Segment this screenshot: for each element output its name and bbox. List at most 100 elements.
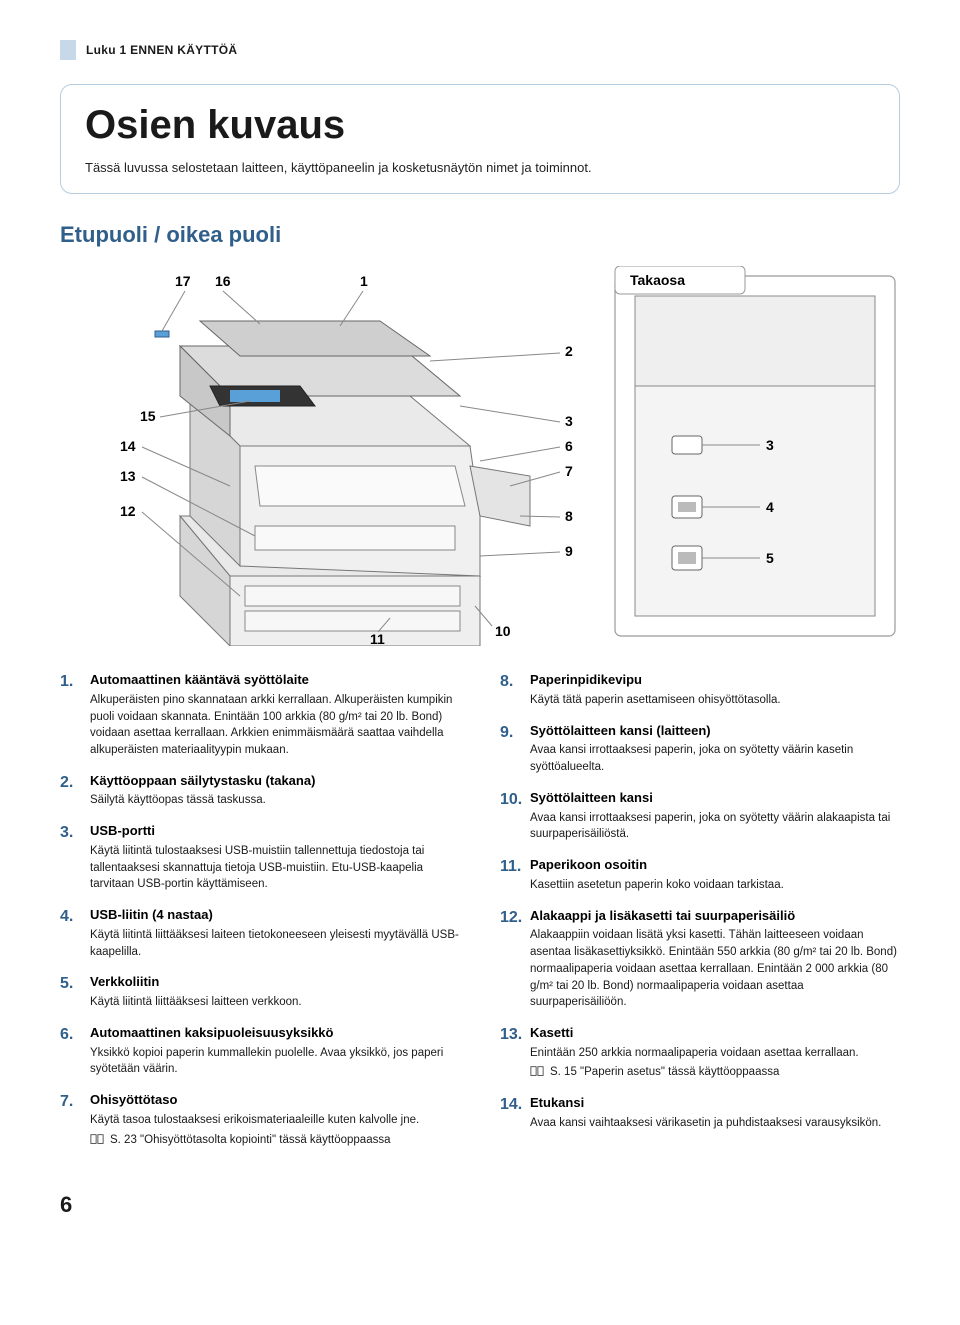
- item-body: Syöttölaitteen kansi (laitteen) Avaa kans…: [530, 723, 900, 776]
- item-title: Ohisyöttötaso: [90, 1092, 460, 1109]
- right-col: 8.PaperinpidikevipuKäytä tätä paperin as…: [500, 672, 900, 1162]
- list-item: 9.Syöttölaitteen kansi (laitteen) Avaa ka…: [500, 723, 900, 776]
- page-number: 6: [60, 1192, 900, 1218]
- cn-1: 1: [360, 273, 368, 289]
- cn-16: 16: [215, 273, 231, 289]
- cn-8: 8: [565, 508, 573, 524]
- list-item: 1.Automaattinen kääntävä syöttölaite Alku…: [60, 672, 460, 759]
- item-desc: Avaa kansi vaihtaaksesi värikasetin ja p…: [530, 1115, 900, 1132]
- item-desc: Käytä tasoa tulostaaksesi erikoismateria…: [90, 1112, 460, 1129]
- item-number: 14.: [500, 1095, 530, 1132]
- page-intro: Tässä luvussa selostetaan laitteen, käyt…: [85, 160, 875, 175]
- item-title: Syöttölaitteen kansi: [530, 790, 900, 807]
- item-title: Verkkoliitin: [90, 974, 460, 991]
- item-title: Käyttöoppaan säilytystasku (takana): [90, 773, 460, 790]
- rear-cn-3: 3: [766, 437, 774, 453]
- rear-cn-5: 5: [766, 550, 774, 566]
- section-heading: Etupuoli / oikea puoli: [60, 222, 900, 248]
- item-desc: Avaa kansi irrottaaksesi paperin, joka o…: [530, 742, 900, 775]
- diagram-svg: 3 4 5 Takaosa: [60, 266, 900, 646]
- item-number: 5.: [60, 974, 90, 1011]
- item-body: PaperinpidikevipuKäytä tätä paperin aset…: [530, 672, 900, 709]
- item-body: USB-portti Käytä liitintä tulostaaksesi U…: [90, 823, 460, 893]
- list-item: 13.KasettiEnintään 250 arkkia normaalipa…: [500, 1025, 900, 1081]
- cn-14: 14: [120, 438, 136, 454]
- list-item: 5.Verkkoliitin Käytä liitintä liittääkses…: [60, 974, 460, 1011]
- item-number: 6.: [60, 1025, 90, 1078]
- cn-10: 10: [495, 623, 511, 639]
- list-item: 14.Etukansi Avaa kansi vaihtaaksesi värik…: [500, 1095, 900, 1132]
- page-title: Osien kuvaus: [85, 103, 875, 148]
- cn-13: 13: [120, 468, 136, 484]
- list-item: 8.PaperinpidikevipuKäytä tätä paperin as…: [500, 672, 900, 709]
- rear-body: [635, 386, 875, 616]
- item-number: 7.: [60, 1092, 90, 1148]
- item-body: Alakaappi ja lisäkasetti tai suurpaperis…: [530, 908, 900, 1011]
- item-desc: Säilytä käyttöopas tässä taskussa.: [90, 792, 460, 809]
- item-number: 9.: [500, 723, 530, 776]
- reference-line: S. 23 "Ohisyöttötasolta kopiointi" tässä…: [90, 1132, 460, 1149]
- book-icon: [90, 1133, 104, 1145]
- reference-line: S. 15 "Paperin asetus" tässä käyttöoppaa…: [530, 1064, 900, 1081]
- item-number: 4.: [60, 907, 90, 960]
- cn-9: 9: [565, 543, 573, 559]
- item-number: 10.: [500, 790, 530, 843]
- list-item: 3.USB-portti Käytä liitintä tulostaaksesi…: [60, 823, 460, 893]
- chapter-bar: Luku 1 ENNEN KÄYTTÖÄ: [60, 40, 900, 60]
- reference-text: S. 15 "Paperin asetus" tässä käyttöoppaa…: [550, 1064, 779, 1081]
- item-title: USB-portti: [90, 823, 460, 840]
- item-body: Syöttölaitteen kansi Avaa kansi irrottaak…: [530, 790, 900, 843]
- cn-6: 6: [565, 438, 573, 454]
- item-number: 8.: [500, 672, 530, 709]
- item-body: KasettiEnintään 250 arkkia normaalipaper…: [530, 1025, 900, 1081]
- cn-12: 12: [120, 503, 136, 519]
- rear-cn-4: 4: [766, 499, 774, 515]
- item-number: 11.: [500, 857, 530, 894]
- item-desc: Yksikkö kopioi paperin kummallekin puole…: [90, 1045, 460, 1078]
- list-item: 10.Syöttölaitteen kansi Avaa kansi irrott…: [500, 790, 900, 843]
- item-desc: Kasettiin asetetun paperin koko voidaan …: [530, 877, 900, 894]
- item-body: USB-liitin (4 nastaa) Käytä liitintä liit…: [90, 907, 460, 960]
- item-body: Paperikoon osoitin Kasettiin asetetun pap…: [530, 857, 900, 894]
- item-desc: Käytä liitintä liittääksesi laitteen ver…: [90, 994, 460, 1011]
- item-number: 3.: [60, 823, 90, 893]
- list-item: 11.Paperikoon osoitin Kasettiin asetetun …: [500, 857, 900, 894]
- item-number: 1.: [60, 672, 90, 759]
- cn-11: 11: [370, 631, 385, 646]
- diagram: 3 4 5 Takaosa: [60, 266, 900, 646]
- item-desc: Käytä liitintä liittääksesi laiteen tiet…: [90, 927, 460, 960]
- item-title: Automaattinen kaksipuoleisuusyksikkö: [90, 1025, 460, 1042]
- item-desc: Avaa kansi irrottaaksesi paperin, joka o…: [530, 810, 900, 843]
- book-icon: [530, 1065, 544, 1077]
- rear-label: Takaosa: [630, 272, 685, 288]
- item-number: 2.: [60, 773, 90, 810]
- cn-2: 2: [565, 343, 573, 359]
- list-item: 12.Alakaappi ja lisäkasetti tai suurpape…: [500, 908, 900, 1011]
- reference-text: S. 23 "Ohisyöttötasolta kopiointi" tässä…: [110, 1132, 391, 1149]
- item-desc: Käytä tätä paperin asettamiseen ohisyött…: [530, 692, 900, 709]
- item-title: Paperikoon osoitin: [530, 857, 900, 874]
- item-desc: Alkuperäisten pino skannataan arkki kerr…: [90, 692, 460, 759]
- title-card: Osien kuvaus Tässä luvussa selostetaan l…: [60, 84, 900, 194]
- item-body: Etukansi Avaa kansi vaihtaaksesi värikase…: [530, 1095, 900, 1132]
- item-title: Etukansi: [530, 1095, 900, 1112]
- item-body: Verkkoliitin Käytä liitintä liittääksesi …: [90, 974, 460, 1011]
- item-title: Automaattinen kääntävä syöttölaite: [90, 672, 460, 689]
- item-title: Kasetti: [530, 1025, 900, 1042]
- item-body: Automaattinen kaksipuoleisuusyksikkö Yksi…: [90, 1025, 460, 1078]
- rear-top: [635, 296, 875, 386]
- chapter-marker: [60, 40, 76, 60]
- list-item: 4.USB-liitin (4 nastaa) Käytä liitintä li…: [60, 907, 460, 960]
- item-number: 13.: [500, 1025, 530, 1081]
- list-item: 6.Automaattinen kaksipuoleisuusyksikkö Yk…: [60, 1025, 460, 1078]
- list-item: 2.Käyttöoppaan säilytystasku (takana) Säi…: [60, 773, 460, 810]
- item-number: 12.: [500, 908, 530, 1011]
- item-title: USB-liitin (4 nastaa): [90, 907, 460, 924]
- left-col: 1.Automaattinen kääntävä syöttölaite Alku…: [60, 672, 460, 1162]
- cn-17: 17: [175, 273, 191, 289]
- item-body: Automaattinen kääntävä syöttölaite Alkupe…: [90, 672, 460, 759]
- item-body: Ohisyöttötaso Käytä tasoa tulostaaksesi e…: [90, 1092, 460, 1148]
- item-title: Alakaappi ja lisäkasetti tai suurpaperis…: [530, 908, 900, 925]
- item-title: Syöttölaitteen kansi (laitteen): [530, 723, 900, 740]
- item-desc: Käytä liitintä tulostaaksesi USB-muistii…: [90, 843, 460, 893]
